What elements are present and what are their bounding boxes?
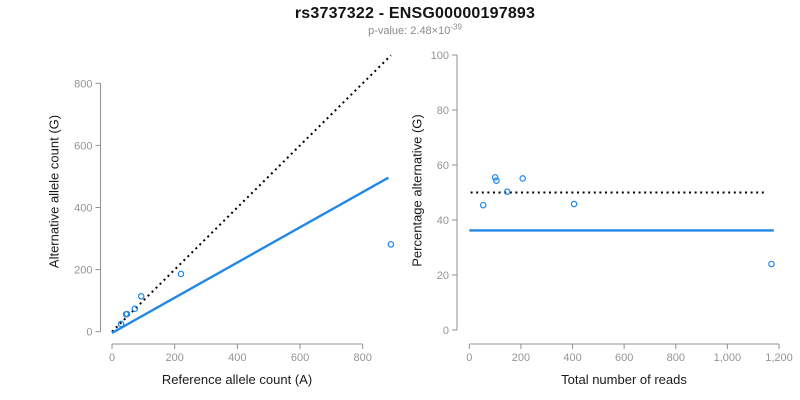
y-tick-label: 400 — [74, 203, 92, 215]
data-point — [493, 177, 500, 184]
x-tick-label: 400 — [563, 352, 581, 364]
right-xaxis-title: Total number of reads — [561, 372, 687, 387]
allele-counts-scatter: 0 200 400 600 800 0 200 400 600 800 — [74, 54, 395, 364]
y-tick-label: 80 — [437, 105, 449, 117]
y-tick-label: 0 — [86, 327, 92, 339]
x-tick-label: 1,000 — [714, 352, 742, 364]
x-tick-label: 0 — [109, 352, 115, 364]
x-tick-label: 200 — [512, 352, 530, 364]
data-point — [768, 260, 775, 268]
x-tick-label: 400 — [228, 352, 246, 364]
y-tick-label: 200 — [74, 265, 92, 277]
data-point — [387, 241, 395, 248]
data-point — [117, 320, 125, 328]
x-tick-label: 1,200 — [765, 352, 793, 364]
percentage-alternative-scatter: 0 20 40 60 80 100 0 200 400 600 800 1,000 1,200 — [431, 50, 793, 364]
fit-line — [111, 176, 389, 334]
data-point — [491, 174, 499, 181]
data-point — [519, 175, 527, 182]
data-point — [177, 270, 185, 278]
pvalue-exponent: -39 — [450, 22, 462, 32]
x-tick-label: 0 — [466, 352, 472, 364]
x-tick-label: 600 — [291, 352, 309, 364]
data-point — [137, 293, 145, 300]
data-point — [479, 201, 487, 209]
identity-line — [111, 54, 392, 333]
right-yaxis-title: Percentage alternative (G) — [409, 114, 425, 267]
pvalue-text: p-value: 2.48×10 — [368, 25, 451, 37]
x-tick-label: 800 — [354, 352, 372, 364]
data-point — [570, 200, 578, 208]
x-tick-label: 600 — [615, 352, 633, 364]
figure-subtitle: p-value: 2.48×10-39 — [15, 22, 800, 37]
left-xaxis-title: Reference allele count (A) — [161, 372, 313, 387]
data-point — [503, 188, 511, 195]
x-tick-label: 800 — [667, 352, 685, 364]
data-point — [131, 305, 139, 313]
y-tick-label: 60 — [437, 160, 449, 172]
data-point — [123, 310, 131, 318]
y-tick-label: 20 — [437, 270, 449, 282]
y-tick-label: 800 — [74, 78, 92, 90]
y-tick-label: 0 — [443, 325, 449, 337]
y-tick-label: 100 — [431, 50, 449, 62]
figure-title: rs3737322 - ENSG00000197893 — [294, 5, 536, 22]
left-yaxis-title: Alternative allele count (G) — [46, 114, 62, 269]
x-tick-label: 200 — [165, 352, 183, 364]
y-tick-label: 600 — [74, 140, 92, 152]
y-tick-label: 40 — [437, 215, 449, 227]
